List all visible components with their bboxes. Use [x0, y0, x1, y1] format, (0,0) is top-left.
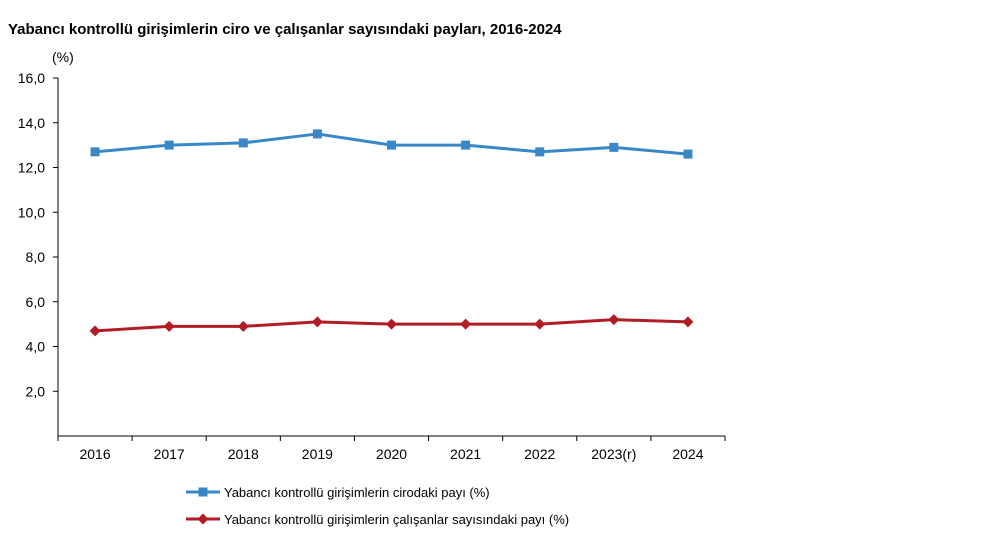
legend-marker — [197, 513, 209, 525]
x-tick-label: 2022 — [524, 446, 555, 462]
x-tick-label: 2019 — [302, 446, 333, 462]
data-point — [238, 138, 248, 148]
series-2 — [89, 314, 694, 337]
legend-item: Yabancı kontrollü girişimlerin çalışanla… — [186, 512, 569, 527]
axes — [57, 78, 725, 437]
legend-label: Yabancı kontrollü girişimlerin cirodaki … — [224, 485, 490, 500]
series-1 — [90, 129, 693, 159]
y-tick-label: 4,0 — [26, 339, 46, 355]
data-point — [461, 140, 471, 150]
y-tick-label: 12,0 — [18, 160, 45, 176]
y-tick-label: 16,0 — [18, 70, 45, 86]
x-tick-label: 2017 — [154, 446, 185, 462]
data-point — [312, 129, 322, 139]
data-point — [682, 316, 694, 328]
data-series — [89, 129, 694, 337]
data-point — [683, 149, 693, 159]
y-tick-label: 8,0 — [26, 249, 46, 265]
data-point — [163, 320, 175, 332]
y-tick-label: 2,0 — [26, 383, 46, 399]
data-point — [311, 316, 323, 328]
data-point — [608, 314, 620, 326]
data-point — [89, 325, 101, 337]
x-tick-label: 2024 — [672, 446, 703, 462]
x-axis-ticks: 2016 2017 2018 2019 2020 2021 2022 2023(r) 2024 — [57, 436, 726, 462]
y-axis-unit-label: (%) — [52, 49, 74, 65]
data-point — [387, 140, 396, 150]
data-point — [609, 142, 619, 152]
data-point — [237, 320, 249, 332]
data-point — [460, 318, 472, 330]
y-tick-label: 10,0 — [18, 204, 45, 220]
data-point — [534, 318, 546, 330]
data-point — [535, 147, 545, 157]
legend-item: Yabancı kontrollü girişimlerin cirodaki … — [186, 485, 490, 500]
x-tick-label: 2020 — [376, 446, 407, 462]
y-tick-label: 14,0 — [18, 115, 45, 131]
y-tick-label: 6,0 — [26, 294, 46, 310]
data-point — [90, 147, 100, 157]
data-point — [164, 140, 174, 150]
data-point — [386, 318, 397, 330]
x-tick-label: 2016 — [79, 446, 110, 462]
legend-label: Yabancı kontrollü girişimlerin çalışanla… — [224, 512, 569, 527]
chart-title: Yabancı kontrollü girişimlerin ciro ve ç… — [8, 21, 562, 38]
y-axis-ticks: 2,0 4,0 6,0 8,0 10,0 12,0 14,0 16,0 — [18, 70, 58, 399]
x-tick-label: 2021 — [450, 446, 481, 462]
legend: Yabancı kontrollü girişimlerin cirodaki … — [186, 485, 569, 527]
x-tick-label: 2018 — [228, 446, 259, 462]
legend-marker — [198, 487, 208, 497]
x-tick-label: 2023(r) — [591, 446, 636, 462]
